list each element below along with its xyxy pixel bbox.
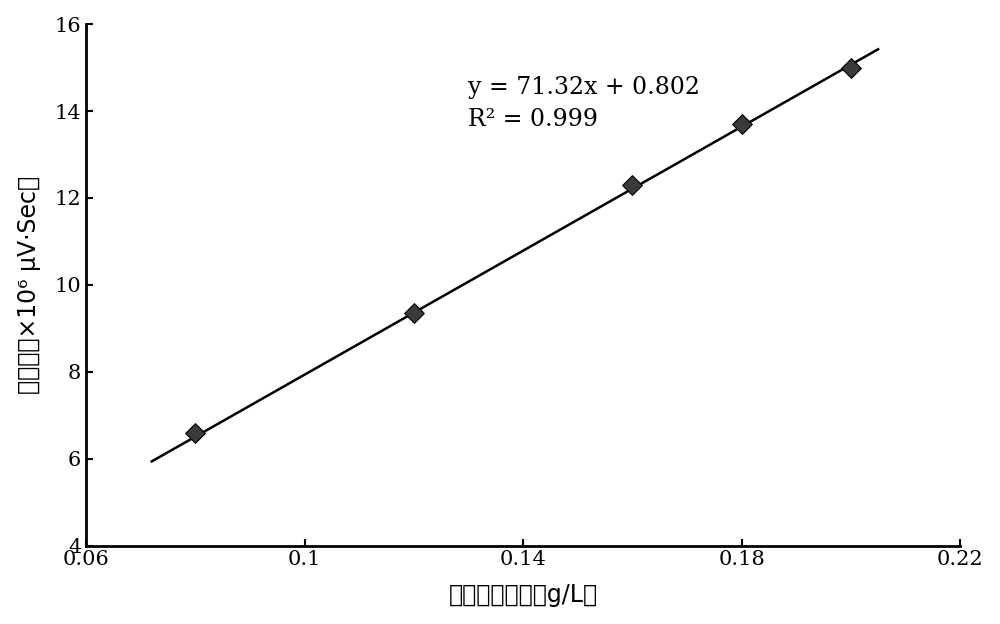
Y-axis label: 峰面积（×10⁶ μV·Sec）: 峰面积（×10⁶ μV·Sec） [17,176,41,394]
Point [734,119,750,129]
Point [843,62,859,72]
Point [187,427,203,437]
Text: y = 71.32x + 0.802
R² = 0.999: y = 71.32x + 0.802 R² = 0.999 [468,76,700,131]
X-axis label: 连翅脔素浓度（g/L）: 连翅脔素浓度（g/L） [449,583,598,607]
Point [406,308,422,318]
Point [624,180,640,190]
